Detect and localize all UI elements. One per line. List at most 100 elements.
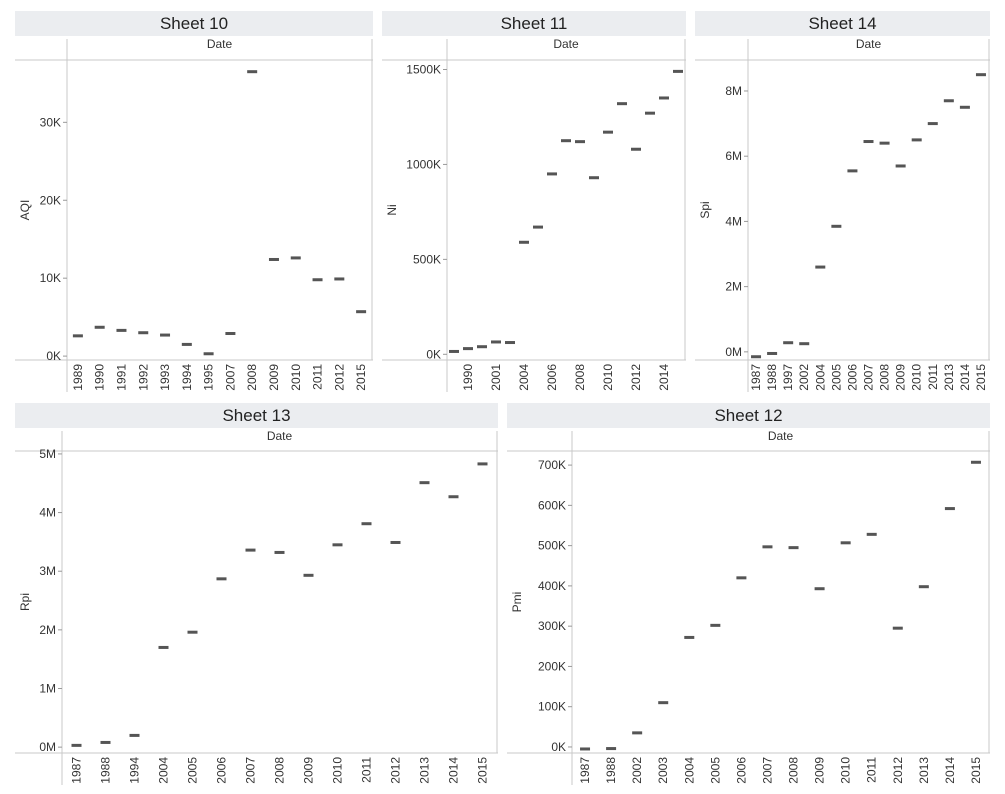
y-tick-label: 1000K: [406, 157, 441, 171]
x-tick-label: 1988: [99, 757, 113, 784]
x-tick-label: 2014: [958, 364, 972, 391]
data-mark: [788, 546, 799, 550]
data-mark: [181, 342, 192, 346]
data-mark: [448, 495, 459, 499]
x-tick-label: 2007: [862, 364, 876, 391]
x-tick-label: 2015: [354, 364, 368, 391]
x-tick-label: 2010: [839, 757, 853, 784]
y-tick-label: 10K: [40, 271, 61, 285]
y-tick-label: 500K: [538, 539, 566, 553]
x-tick-label: 2008: [573, 364, 587, 391]
x-tick-label: 2008: [273, 757, 287, 784]
x-tick-label: 2005: [186, 757, 200, 784]
y-tick-label: 0M: [39, 740, 56, 754]
data-mark: [575, 140, 585, 144]
data-mark: [944, 507, 955, 511]
y-tick-label: 0K: [426, 347, 441, 361]
x-tick-label: 2015: [969, 757, 983, 784]
data-mark: [477, 462, 488, 466]
sheet-11-chart: Date Ni 0K 500K 1000K 1500K 1990 2001 2004 2006 20…: [382, 37, 686, 392]
sheet-13-title: Sheet 13: [15, 403, 498, 428]
y-tick-label: 0K: [46, 349, 61, 363]
data-mark: [94, 325, 105, 329]
x-tick-label: 2007: [760, 757, 774, 784]
y-tick-label: 600K: [538, 498, 566, 512]
data-mark: [943, 99, 954, 103]
data-mark: [658, 701, 669, 705]
x-tick-label: 1991: [114, 364, 128, 391]
x-tick-label: 1988: [765, 364, 779, 391]
x-tick-label: 2008: [245, 364, 259, 391]
sheet-12-chart: Date Pmi 0K 100K 200K 300K 400K 500K 600K 700K 198…: [507, 429, 990, 785]
y-tick-label: 1M: [39, 681, 56, 695]
data-mark: [390, 540, 401, 544]
data-mark: [71, 743, 82, 747]
x-tick-label: 1990: [93, 364, 107, 391]
x-header-label: Date: [553, 37, 579, 51]
sheet-14-panel: Sheet 14 Date Spi 0M 2M 4M 6M 8M 1987 1988 1997 20…: [695, 11, 990, 394]
data-mark: [187, 630, 198, 634]
data-mark: [847, 169, 858, 173]
y-tick-label: 4M: [39, 506, 56, 520]
y-tick-label: 20K: [40, 193, 61, 207]
x-header-label: Date: [768, 429, 794, 443]
sheet-13-panel: Sheet 13 Date Rpi 0M 1M 2M 3M 4M 5M 1987 1988 1994…: [15, 403, 498, 788]
y-tick-label: 5M: [39, 447, 56, 461]
y-tick-label: 400K: [538, 579, 566, 593]
data-mark: [589, 176, 599, 180]
data-mark: [632, 731, 643, 735]
data-mark: [970, 460, 981, 464]
x-tick-label: 2012: [332, 364, 346, 391]
y-tick-label: 500K: [413, 252, 441, 266]
data-mark: [303, 573, 314, 577]
x-tick-label: 2010: [910, 364, 924, 391]
x-tick-label: 2007: [223, 364, 237, 391]
data-mark: [603, 130, 613, 134]
x-tick-label: 2004: [813, 364, 827, 391]
y-axis-label: Spi: [698, 201, 712, 218]
x-tick-label: 2014: [657, 364, 671, 391]
data-mark: [840, 541, 851, 545]
data-mark: [927, 122, 938, 126]
data-mark: [799, 342, 810, 346]
data-mark: [684, 635, 695, 639]
data-mark: [491, 340, 501, 344]
x-tick-label: 2001: [489, 364, 503, 391]
x-tick-label: 2015: [476, 757, 490, 784]
x-tick-label: 2004: [517, 364, 531, 391]
x-tick-label: 2010: [601, 364, 615, 391]
y-tick-label: 2M: [39, 623, 56, 637]
y-tick-label: 2M: [725, 280, 742, 294]
data-mark: [519, 240, 529, 244]
x-tick-label: 2007: [244, 757, 258, 784]
x-tick-label: 1990: [461, 364, 475, 391]
data-mark: [831, 224, 842, 228]
data-mark: [815, 265, 826, 269]
data-mark: [751, 355, 762, 359]
data-mark: [561, 139, 571, 143]
x-tick-label: 1987: [749, 364, 763, 391]
sheet-12-panel: Sheet 12 Date Pmi 0K 100K 200K 300K 400K 500K 60…: [507, 403, 990, 788]
sheet-13-chart: Date Rpi 0M 1M 2M 3M 4M 5M 1987 1988 1994 2004 2005 2…: [15, 429, 498, 785]
x-tick-label: 2005: [708, 757, 722, 784]
data-mark: [203, 352, 214, 356]
x-tick-label: 1989: [71, 364, 85, 391]
data-mark: [463, 347, 473, 351]
x-tick-label: 2009: [813, 757, 827, 784]
x-tick-label: 2011: [360, 757, 374, 783]
x-tick-label: 2013: [917, 757, 931, 784]
data-mark: [158, 645, 169, 649]
data-mark: [895, 164, 906, 168]
data-mark: [290, 256, 301, 260]
sheet-12-title: Sheet 12: [507, 403, 990, 428]
data-mark: [710, 623, 721, 627]
sheet-14-title: Sheet 14: [695, 11, 990, 36]
sheet-11-panel: Sheet 11 Date Ni 0K 500K 1000K 1500K 1990 2001 2…: [382, 11, 686, 394]
sheet-10-chart: Date AQI 0K 10K 20K 30K 1989 1990 1991 1992 1993 19…: [15, 37, 373, 392]
x-tick-label: 1993: [158, 364, 172, 391]
y-tick-label: 3M: [39, 564, 56, 578]
x-tick-label: 2012: [389, 757, 403, 784]
y-tick-label: 8M: [725, 84, 742, 98]
data-mark: [332, 543, 343, 547]
